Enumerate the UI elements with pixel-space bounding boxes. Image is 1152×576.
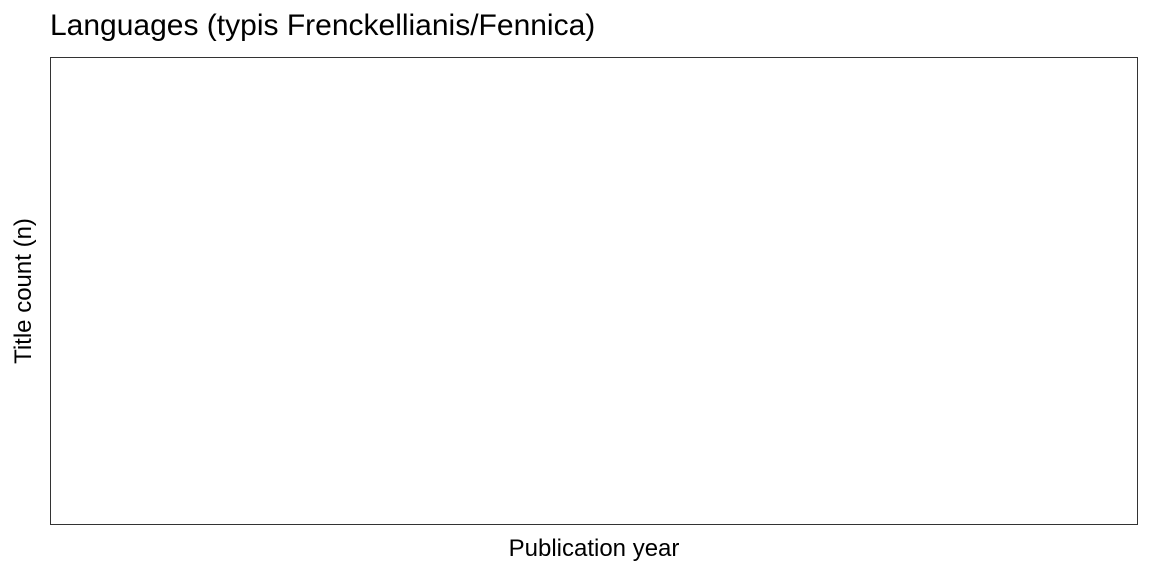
x-axis-label: Publication year [508, 535, 680, 562]
chart-title: Languages (typis Frenckellianis/Fennica) [50, 9, 596, 42]
plot-panel [50, 57, 1138, 525]
y-axis-label: Title count (n) [10, 218, 37, 364]
